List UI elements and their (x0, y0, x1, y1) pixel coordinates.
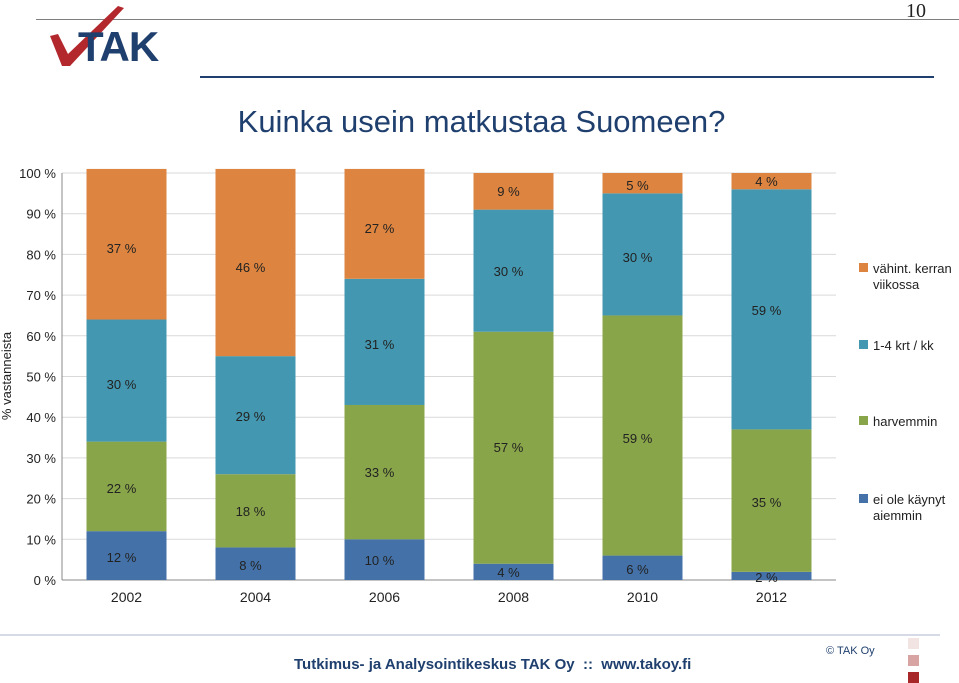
legend-label: aiemmin (873, 508, 922, 523)
legend-label: 1-4 krt / kk (873, 338, 934, 353)
page-number: 10 (906, 0, 926, 22)
bar-segment (602, 193, 683, 316)
y-tick-label: 0 % (34, 573, 57, 588)
data-label: 27 % (365, 221, 395, 236)
footer-divider (0, 634, 940, 636)
decorative-square (908, 638, 919, 649)
y-axis-title: % vastanneista (0, 331, 14, 420)
data-label: 46 % (236, 260, 266, 275)
bar-segment (602, 315, 683, 556)
legend-swatch (859, 494, 868, 503)
data-label: 33 % (365, 465, 395, 480)
data-label: 29 % (236, 409, 266, 424)
bar-segment (86, 531, 167, 580)
bar-segment (731, 173, 812, 190)
bar-segment (344, 168, 425, 279)
legend-label: viikossa (873, 277, 920, 292)
bar-segment (215, 168, 296, 357)
y-tick-label: 50 % (26, 370, 56, 385)
data-label: 18 % (236, 504, 266, 519)
y-tick-label: 90 % (26, 207, 56, 222)
footer-text: Tutkimus- ja Analysointikeskus TAK Oy ::… (294, 656, 692, 673)
data-label: 30 % (494, 264, 524, 279)
data-label: 30 % (107, 377, 137, 392)
bar-segment (473, 173, 554, 210)
data-label: 2 % (755, 570, 778, 585)
legend-swatch (859, 340, 868, 349)
data-label: 57 % (494, 440, 524, 455)
y-tick-label: 30 % (26, 451, 56, 466)
bar-segment (602, 173, 683, 194)
legend-swatch (859, 263, 868, 272)
legend-label: ei ole käynyt (873, 492, 946, 507)
bar-segment (602, 555, 683, 580)
bar-segment (86, 168, 167, 320)
bar-segment (731, 429, 812, 572)
decorative-square (908, 655, 919, 666)
header-divider (200, 76, 934, 78)
x-tick-label: 2002 (111, 589, 142, 605)
tak-logo: TAK (50, 6, 160, 68)
x-tick-label: 2006 (369, 589, 400, 605)
bar-segment (344, 404, 425, 540)
data-label: 31 % (365, 337, 395, 352)
data-label: 37 % (107, 241, 137, 256)
data-label: 10 % (365, 553, 395, 568)
bar-segment (86, 319, 167, 442)
logo-checkmark (50, 6, 124, 66)
data-label: 4 % (755, 174, 778, 189)
data-label: 30 % (623, 250, 653, 265)
bar-segment (215, 474, 296, 548)
x-tick-label: 2008 (498, 589, 529, 605)
x-tick-label: 2012 (756, 589, 787, 605)
y-tick-label: 70 % (26, 288, 56, 303)
decorative-square (908, 672, 919, 683)
data-label: 4 % (497, 565, 520, 580)
y-tick-label: 80 % (26, 247, 56, 262)
y-tick-label: 60 % (26, 329, 56, 344)
y-tick-label: 20 % (26, 492, 56, 507)
bar-segment (731, 571, 812, 580)
page-title: Kuinka usein matkustaa Suomeen? (237, 104, 726, 139)
y-tick-label: 100 % (19, 166, 56, 181)
bar-segment (215, 547, 296, 580)
legend-label: harvemmin (873, 414, 937, 429)
bar-segment (731, 189, 812, 430)
stacked-bar-chart: 0 % 10 % 20 % 30 % 40 % 50 % 60 % 70 % 80 % 90 % 1… (0, 166, 952, 605)
data-label: 6 % (626, 562, 649, 577)
legend-swatch (859, 416, 868, 425)
x-tick-label: 2004 (240, 589, 271, 605)
y-tick-label: 40 % (26, 410, 56, 425)
top-divider (36, 19, 959, 20)
copyright-text: © TAK Oy (826, 645, 875, 657)
data-label: 59 % (623, 431, 653, 446)
bar-segment (215, 356, 296, 475)
bar-segment (86, 441, 167, 532)
data-label: 22 % (107, 481, 137, 496)
bar-segment (344, 278, 425, 405)
data-label: 9 % (497, 184, 520, 199)
legend-label: vähint. kerran (873, 261, 952, 276)
data-label: 8 % (239, 558, 262, 573)
x-tick-label: 2010 (627, 589, 658, 605)
y-tick-label: 10 % (26, 532, 56, 547)
data-label: 5 % (626, 178, 649, 193)
logo-text: TAK (78, 23, 159, 68)
bar-segment (473, 209, 554, 332)
data-label: 12 % (107, 550, 137, 565)
bar-segment (473, 331, 554, 564)
bar-segment (473, 563, 554, 580)
bar-segment (344, 539, 425, 580)
data-label: 35 % (752, 495, 782, 510)
data-label: 59 % (752, 303, 782, 318)
